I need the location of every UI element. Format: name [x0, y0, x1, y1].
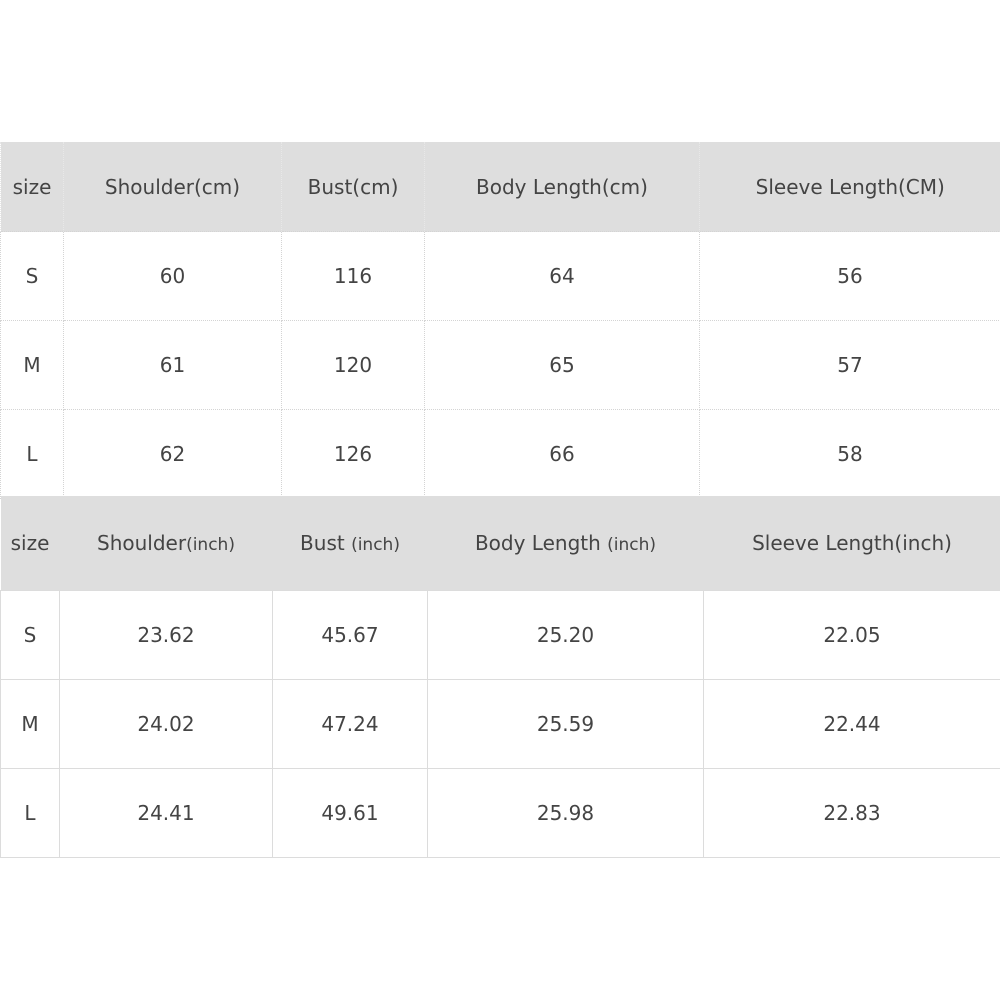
cell: M: [0, 679, 60, 769]
cell: 57: [699, 320, 1000, 410]
cell: 65: [424, 320, 700, 410]
header-cell: Bust (inch): [272, 496, 428, 591]
cell: 126: [281, 409, 425, 499]
header-cell: Sleeve Length(inch): [703, 496, 1000, 591]
header-unit: (inch): [186, 535, 235, 555]
cell: L: [0, 409, 64, 499]
header-row: size Shoulder(inch) Bust (inch) Body Len…: [0, 496, 1000, 591]
table-row: L 62 126 66 58: [0, 409, 1000, 499]
cell: 120: [281, 320, 425, 410]
cell: 66: [424, 409, 700, 499]
cell: 60: [63, 231, 282, 321]
table-row: M 61 120 65 57: [0, 320, 1000, 410]
cell: 24.02: [59, 679, 273, 769]
header-cell: Body Length(cm): [424, 142, 700, 232]
cell: L: [0, 768, 60, 858]
header-row: size Shoulder(cm) Bust(cm) Body Length(c…: [0, 142, 1000, 232]
cell: M: [0, 320, 64, 410]
table-row: S 23.62 45.67 25.20 22.05: [0, 590, 1000, 680]
table-row: M 24.02 47.24 25.59 22.44: [0, 679, 1000, 769]
cell: 25.20: [427, 590, 704, 680]
cell: 56: [699, 231, 1000, 321]
table-row: L 24.41 49.61 25.98 22.83: [0, 768, 1000, 858]
header-unit: (inch): [607, 535, 657, 555]
cell: 24.41: [59, 768, 273, 858]
header-label: Shoulder: [97, 531, 187, 555]
cell: 22.83: [703, 768, 1000, 858]
cell: S: [0, 590, 60, 680]
cell: S: [0, 231, 64, 321]
cell: 22.44: [703, 679, 1000, 769]
header-cell: Shoulder(inch): [59, 496, 273, 591]
header-cell: size: [0, 142, 64, 232]
header-label: size: [10, 531, 50, 555]
header-label: Bust: [300, 531, 352, 555]
cell: 25.59: [427, 679, 704, 769]
header-cell: Body Length (inch): [427, 496, 704, 591]
header-cell: Shoulder(cm): [63, 142, 282, 232]
cell: 47.24: [272, 679, 428, 769]
header-cell: Bust(cm): [281, 142, 425, 232]
cell: 23.62: [59, 590, 273, 680]
size-table-inch: size Shoulder(inch) Bust (inch) Body Len…: [0, 496, 1000, 858]
header-label: Sleeve Length(inch): [752, 531, 952, 555]
cell: 62: [63, 409, 282, 499]
cell: 49.61: [272, 768, 428, 858]
table-row: S 60 116 64 56: [0, 231, 1000, 321]
header-label: Body Length: [474, 531, 608, 555]
header-unit: (inch): [351, 535, 400, 555]
cell: 22.05: [703, 590, 1000, 680]
cell: 25.98: [427, 768, 704, 858]
cell: 61: [63, 320, 282, 410]
size-table-cm: size Shoulder(cm) Bust(cm) Body Length(c…: [0, 142, 1000, 499]
header-cell: Sleeve Length(CM): [699, 142, 1000, 232]
cell: 116: [281, 231, 425, 321]
cell: 58: [699, 409, 1000, 499]
cell: 64: [424, 231, 700, 321]
header-cell: size: [0, 496, 60, 591]
cell: 45.67: [272, 590, 428, 680]
